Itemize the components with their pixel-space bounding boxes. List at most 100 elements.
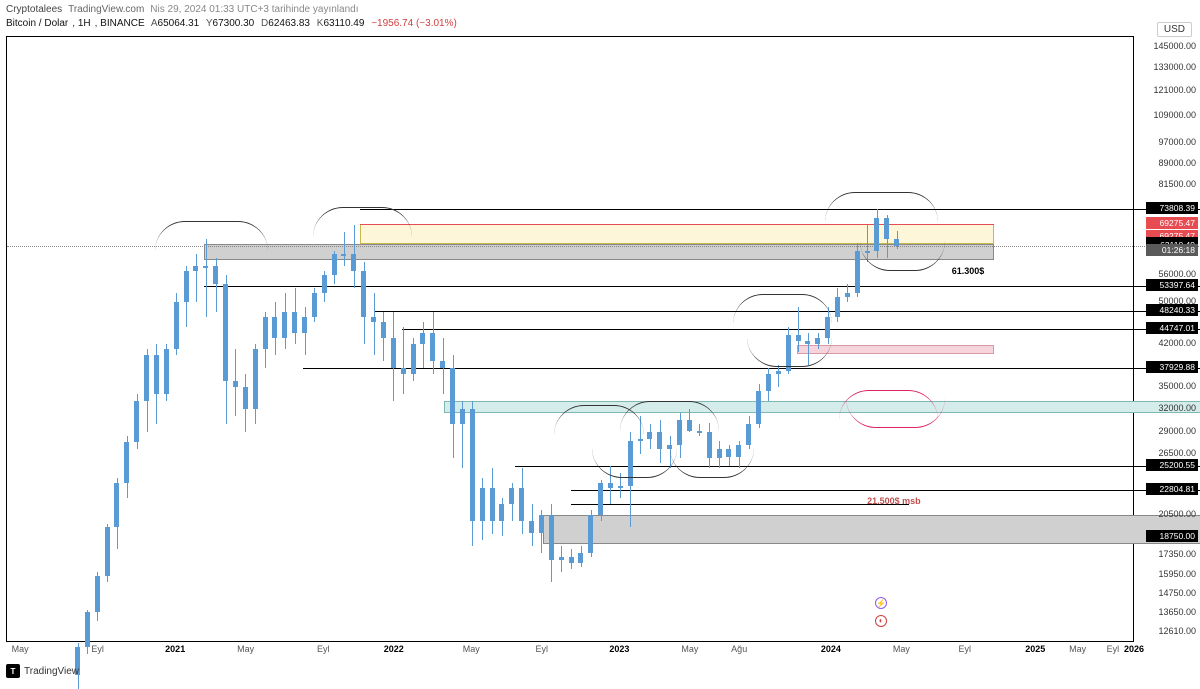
candle-body bbox=[351, 254, 356, 270]
candle-body bbox=[114, 483, 119, 528]
ohlc-d: 62463.83 bbox=[268, 18, 310, 29]
candle-body bbox=[371, 317, 376, 322]
candle-body bbox=[509, 488, 514, 504]
y-axis-tick: 29000.00 bbox=[1158, 426, 1196, 436]
candle-body bbox=[756, 391, 761, 424]
x-axis-tick: May bbox=[893, 644, 910, 654]
arc-annotation bbox=[825, 192, 938, 222]
candle-body bbox=[618, 486, 623, 488]
candle-wick bbox=[374, 293, 375, 356]
x-axis-tick: 2022 bbox=[384, 644, 404, 654]
x-axis-tick: 2021 bbox=[165, 644, 185, 654]
price-zone bbox=[444, 401, 1200, 412]
candle-body bbox=[302, 317, 307, 333]
x-axis-tick: Eyl bbox=[91, 644, 104, 654]
candle-body bbox=[233, 381, 238, 388]
candle-body bbox=[578, 553, 583, 563]
event-marker-icon[interactable]: ◐ bbox=[875, 615, 887, 627]
y-axis[interactable]: 145000.00133000.00121000.00109000.009700… bbox=[1134, 36, 1200, 642]
candle-body bbox=[766, 374, 771, 391]
y-axis-price-label: 22804.81 bbox=[1146, 483, 1198, 495]
y-axis-price-label: 25200.55 bbox=[1146, 459, 1198, 471]
candle-body bbox=[647, 432, 652, 439]
candle-body bbox=[203, 266, 208, 268]
x-axis-tick: Ağu bbox=[731, 644, 747, 654]
candle-body bbox=[569, 557, 574, 563]
y-axis-tick: 133000.00 bbox=[1153, 62, 1196, 72]
author: Cryptotalees bbox=[6, 4, 62, 15]
y-axis-tick: 145000.00 bbox=[1153, 41, 1196, 51]
ohlc-row: Bitcoin / Dolar, 1H, BINANCE A65064.31 Y… bbox=[6, 18, 457, 29]
candle-body bbox=[559, 557, 564, 560]
x-axis[interactable]: May Eyl 2021 May Eyl 2022 May Eyl 2023 May Ağu 2024… bbox=[6, 642, 1134, 662]
candle-body bbox=[440, 361, 445, 367]
candle-wick bbox=[196, 254, 197, 302]
x-axis-tick: Eyl bbox=[536, 644, 549, 654]
arc-annotation bbox=[313, 207, 412, 237]
candle-body bbox=[184, 271, 189, 302]
y-axis-price-label: 48240.33 bbox=[1146, 304, 1198, 316]
arc-annotation bbox=[670, 448, 755, 478]
candle-body bbox=[391, 338, 396, 368]
price-chart[interactable]: 61.300$21.500$ msb⚡◐ bbox=[6, 36, 1134, 642]
arc-annotation bbox=[846, 398, 945, 428]
candle-body bbox=[134, 401, 139, 442]
x-axis-tick: 2025 bbox=[1025, 644, 1045, 654]
x-axis-tick: May bbox=[237, 644, 254, 654]
y-axis-price-label: 18750.00 bbox=[1146, 530, 1198, 542]
candle-body bbox=[835, 297, 840, 317]
x-axis-tick: 2024 bbox=[821, 644, 841, 654]
candle-body bbox=[292, 312, 297, 333]
candle-body bbox=[253, 349, 258, 408]
text-annotation: 61.300$ bbox=[952, 266, 985, 276]
ohlc-y: 67300.30 bbox=[213, 18, 255, 29]
candle-body bbox=[381, 322, 386, 338]
candle-body bbox=[243, 387, 248, 408]
candle-body bbox=[401, 368, 406, 374]
candle-wick bbox=[206, 239, 207, 317]
y-axis-tick: 15950.00 bbox=[1158, 569, 1196, 579]
y-axis-tick: 12610.00 bbox=[1158, 626, 1196, 636]
site: TradingView.com bbox=[68, 4, 144, 15]
x-axis-tick: May bbox=[463, 644, 480, 654]
y-axis-price-label: 73808.39 bbox=[1146, 202, 1198, 214]
x-axis-tick: 2023 bbox=[609, 644, 629, 654]
y-axis-tick: 17350.00 bbox=[1158, 549, 1196, 559]
candle-body bbox=[193, 266, 198, 270]
currency-badge[interactable]: USD bbox=[1157, 22, 1192, 37]
candle-body bbox=[420, 333, 425, 344]
candle-body bbox=[223, 284, 228, 381]
x-axis-tick: Eyl bbox=[959, 644, 972, 654]
candle-body bbox=[312, 293, 317, 317]
event-marker-icon[interactable]: ⚡ bbox=[875, 597, 887, 609]
candle-body bbox=[322, 275, 327, 293]
horizontal-level bbox=[402, 329, 1200, 330]
candle-body bbox=[855, 251, 860, 293]
candle-body bbox=[164, 349, 169, 394]
candle-wick bbox=[423, 322, 424, 368]
arc-annotation bbox=[620, 401, 719, 431]
change-abs: −1956.74 bbox=[371, 18, 413, 29]
arc-annotation bbox=[860, 241, 945, 271]
y-axis-tick: 35000.00 bbox=[1158, 381, 1196, 391]
candle-body bbox=[341, 254, 346, 256]
candle-body bbox=[657, 432, 662, 449]
arc-annotation bbox=[747, 337, 832, 367]
tradingview-logo-icon: T bbox=[6, 664, 20, 678]
footer-text: TradingView bbox=[24, 666, 79, 677]
candle-wick bbox=[403, 327, 404, 394]
y-axis-tick: 20500.00 bbox=[1158, 509, 1196, 519]
candle-body bbox=[124, 442, 129, 482]
candle-body bbox=[608, 483, 613, 488]
y-axis-price-label: 69275.47 bbox=[1146, 217, 1198, 229]
candle-body bbox=[529, 521, 534, 533]
x-axis-tick: May bbox=[1069, 644, 1086, 654]
candle-wick bbox=[778, 365, 779, 388]
y-axis-price-label: 53397.64 bbox=[1146, 279, 1198, 291]
y-axis-tick: 109000.00 bbox=[1153, 110, 1196, 120]
y-axis-price-label: 44747.01 bbox=[1146, 322, 1198, 334]
y-axis-tick: 56000.00 bbox=[1158, 269, 1196, 279]
candle-body bbox=[638, 439, 643, 441]
candle-body bbox=[480, 488, 485, 521]
candle-body bbox=[154, 355, 159, 394]
